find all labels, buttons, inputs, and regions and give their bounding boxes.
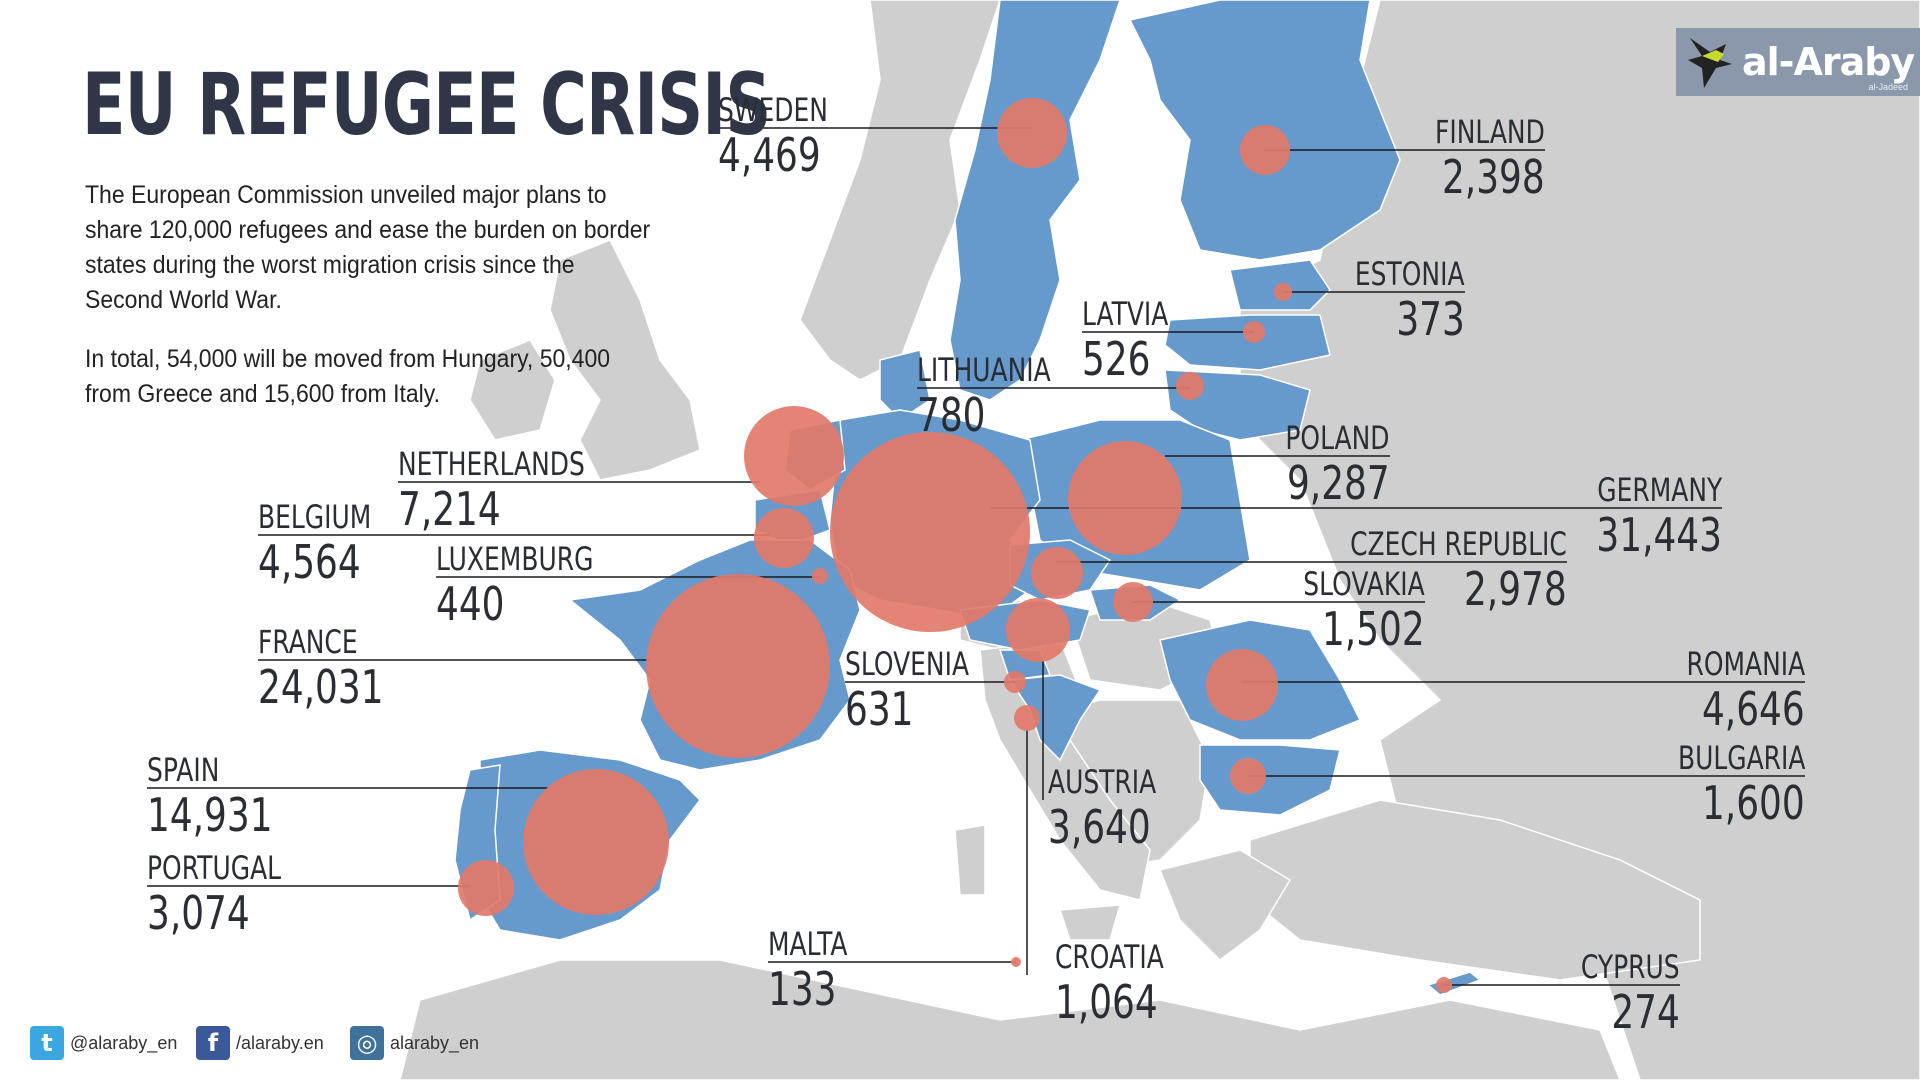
- land-sardinia: [954, 824, 986, 896]
- refugee-count: 373: [1396, 292, 1465, 346]
- country-name: LATVIA: [1082, 295, 1169, 333]
- country-name: FINLAND: [1435, 113, 1545, 151]
- instagram-link[interactable]: ◎ alaraby_en: [350, 1026, 479, 1060]
- bubble-finland: [1240, 125, 1290, 175]
- twitter-icon: t: [30, 1026, 64, 1060]
- bubble-lithuania: [1176, 372, 1204, 400]
- bubble-croatia: [1014, 705, 1040, 731]
- region-bulgaria: [1199, 744, 1341, 816]
- bubble-luxemburg: [812, 568, 828, 584]
- refugee-count: 4,564: [258, 535, 361, 589]
- country-name: LITHUANIA: [917, 351, 1051, 389]
- intro-paragraph-2: In total, 54,000 will be moved from Hung…: [85, 345, 611, 408]
- bubble-belgium: [754, 508, 814, 568]
- land-turkey: [1249, 799, 1701, 981]
- bird-logo-icon: [1688, 38, 1732, 88]
- intro-paragraph-1: The European Commission unveiled major p…: [85, 181, 651, 314]
- country-name: LUXEMBURG: [436, 540, 594, 578]
- refugee-count: 440: [436, 577, 505, 631]
- refugee-count: 1,064: [1055, 975, 1158, 1029]
- refugee-count: 3,074: [147, 886, 250, 940]
- bubble-france: [646, 574, 830, 758]
- region-latvia: [1164, 314, 1331, 371]
- bubble-malta: [1011, 957, 1021, 967]
- facebook-link[interactable]: f /alaraby.en: [196, 1026, 324, 1060]
- region-denmark: [879, 349, 931, 421]
- bubble-germany: [830, 432, 1030, 632]
- instagram-handle: alaraby_en: [390, 1032, 480, 1053]
- bubble-sweden: [997, 98, 1067, 168]
- page-title: EU REFUGEE CRISIS: [82, 55, 771, 155]
- refugee-count: 24,031: [258, 660, 384, 714]
- facebook-handle: /alaraby.en: [236, 1032, 324, 1053]
- country-name: ESTONIA: [1355, 255, 1465, 293]
- refugee-count: 526: [1082, 332, 1151, 386]
- refugee-count: 2,978: [1464, 562, 1567, 616]
- country-name: GERMANY: [1597, 471, 1722, 509]
- bubble-spain: [523, 769, 669, 915]
- country-name: ROMANIA: [1686, 645, 1805, 683]
- bubble-poland: [1068, 441, 1182, 555]
- bubble-latvia: [1243, 321, 1265, 343]
- land-ireland: [469, 339, 556, 441]
- bubble-czech-republic: [1031, 547, 1083, 599]
- country-name: BULGARIA: [1677, 739, 1805, 777]
- refugee-count: 3,640: [1048, 800, 1151, 854]
- bubble-netherlands: [744, 406, 844, 506]
- refugee-count: 9,287: [1287, 456, 1390, 510]
- country-name: MALTA: [768, 925, 848, 963]
- country-name: SWEDEN: [718, 91, 828, 129]
- country-name: SLOVAKIA: [1303, 565, 1425, 603]
- logo-text: al-Araby: [1742, 40, 1915, 84]
- country-name: AUSTRIA: [1048, 763, 1157, 801]
- country-name: CYPRUS: [1581, 948, 1680, 986]
- bubble-austria: [1006, 598, 1070, 662]
- refugee-count: 1,600: [1702, 776, 1805, 830]
- bubble-slovakia: [1113, 582, 1153, 622]
- refugee-count: 14,931: [147, 788, 273, 842]
- refugee-count: 780: [917, 388, 986, 442]
- bubble-romania: [1206, 649, 1278, 721]
- bubble-bulgaria: [1230, 758, 1266, 794]
- refugee-count: 7,214: [398, 482, 501, 536]
- bubble-cyprus: [1436, 977, 1452, 993]
- refugee-count: 4,646: [1702, 682, 1805, 736]
- country-name: CZECH REPUBLIC: [1350, 525, 1567, 563]
- refugee-count: 274: [1611, 985, 1680, 1039]
- twitter-link[interactable]: t @alaraby_en: [30, 1026, 177, 1060]
- country-name: SLOVENIA: [845, 645, 970, 683]
- country-name: PORTUGAL: [147, 849, 282, 887]
- country-name: FRANCE: [258, 623, 358, 661]
- country-name: CROATIA: [1055, 938, 1164, 976]
- refugee-count: 4,469: [718, 128, 821, 182]
- land-greece: [1158, 849, 1292, 961]
- refugee-count: 31,443: [1596, 508, 1722, 562]
- land-uk: [549, 239, 701, 481]
- bubble-portugal: [458, 860, 514, 916]
- country-name: BELGIUM: [258, 498, 372, 536]
- country-name: NETHERLANDS: [398, 445, 585, 483]
- region-cyprus: [1426, 971, 1482, 996]
- refugee-count: 1,502: [1322, 602, 1425, 656]
- country-name: SPAIN: [147, 751, 220, 789]
- facebook-icon: f: [196, 1026, 230, 1060]
- bubble-estonia: [1274, 283, 1292, 301]
- land-sicily: [1058, 904, 1122, 941]
- twitter-handle: @alaraby_en: [70, 1032, 178, 1053]
- region-sweden: [949, 0, 1121, 401]
- logo-subtext: al-Jadeed: [1868, 82, 1908, 92]
- instagram-icon: ◎: [350, 1026, 384, 1060]
- refugee-count: 2,398: [1442, 150, 1545, 204]
- bubble-slovenia: [1004, 671, 1026, 693]
- land-north-africa: [399, 959, 1621, 1080]
- refugee-count: 631: [845, 682, 914, 736]
- refugee-count: 133: [768, 962, 837, 1016]
- country-name: POLAND: [1285, 419, 1390, 457]
- al-araby-logo[interactable]: al-Araby al-Jadeed: [1676, 28, 1920, 96]
